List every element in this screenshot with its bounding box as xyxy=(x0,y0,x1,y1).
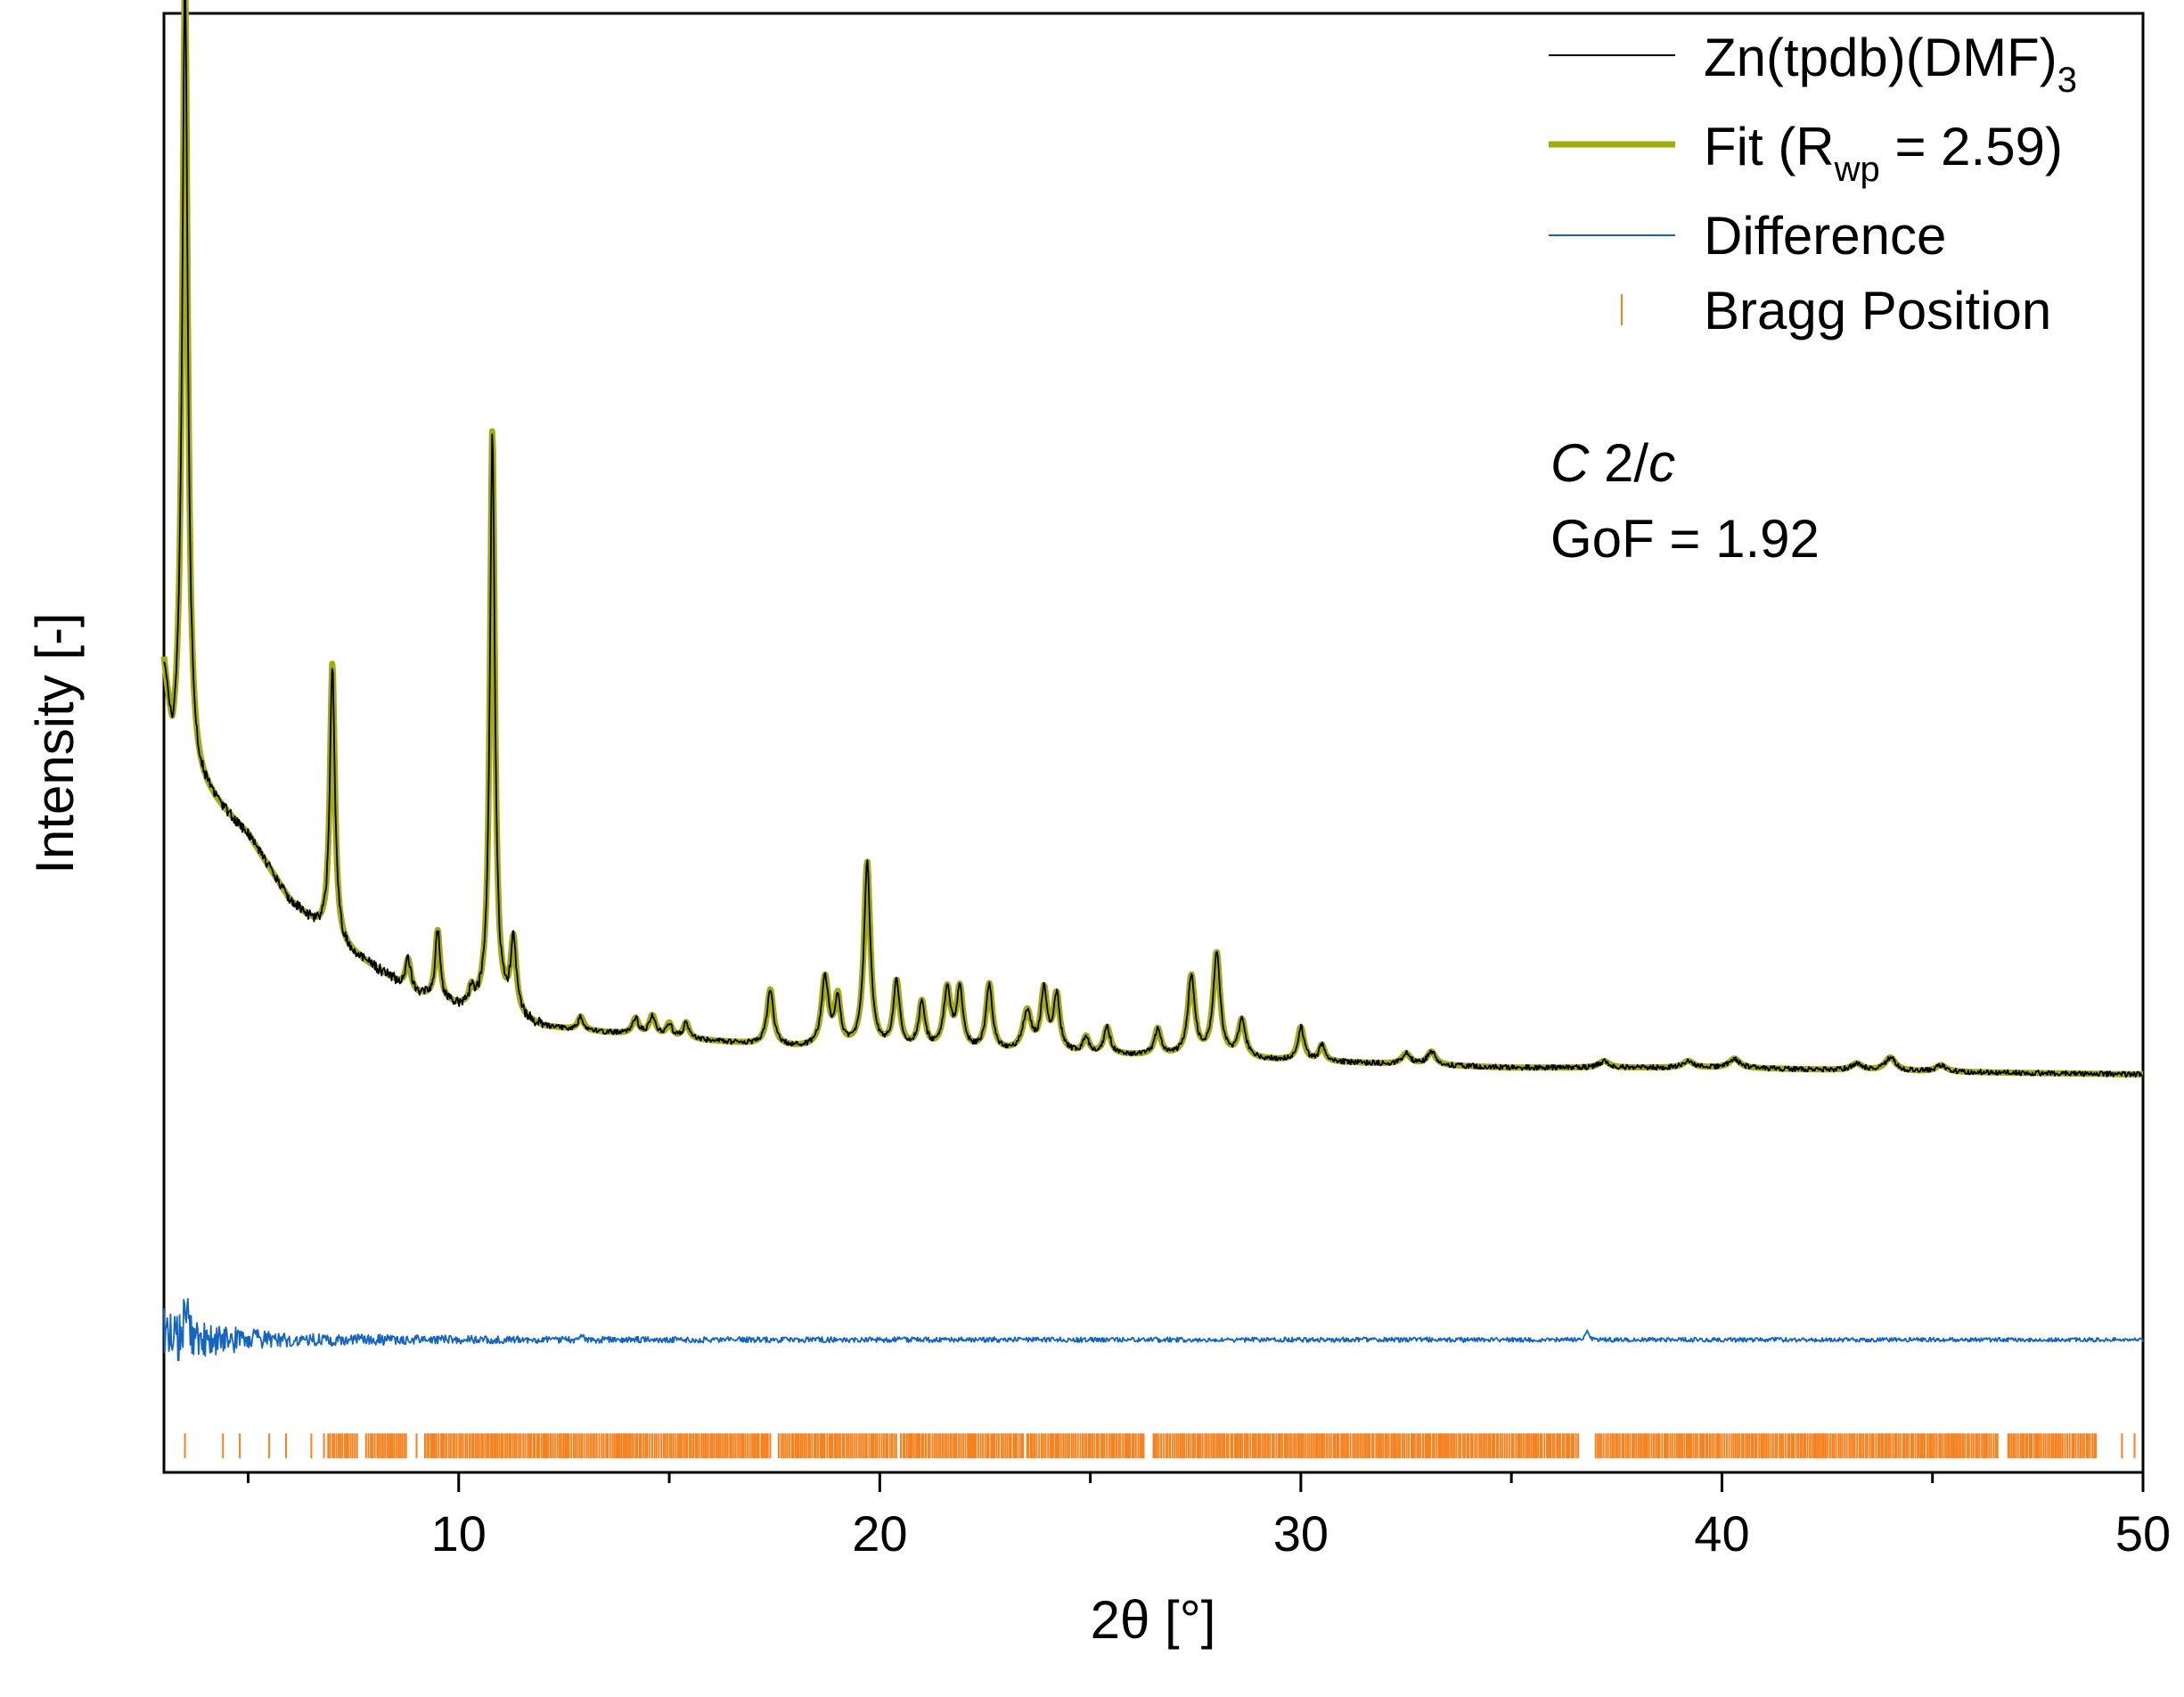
legend-label-bragg: Bragg Position xyxy=(1704,281,2051,340)
x-tick-label: 20 xyxy=(852,1505,907,1562)
gof-annotation: GoF = 1.92 xyxy=(1550,509,1820,569)
space-group-annotation: C 2/c xyxy=(1550,433,1675,493)
series-layer xyxy=(160,0,2146,1362)
observed-curve xyxy=(163,0,2144,1078)
legend-label-data: Zn(tpdb)(DMF)3 xyxy=(1704,28,2077,100)
x-axis-label: 2θ [°] xyxy=(1091,1590,1216,1650)
x-tick-label: 40 xyxy=(1694,1505,1749,1562)
legend: Zn(tpdb)(DMF)3 Fit (Rwp = 2.59) Differen… xyxy=(1549,28,2077,340)
x-tick-label: 30 xyxy=(1273,1505,1329,1562)
x-tick-label: 50 xyxy=(2115,1505,2171,1562)
legend-label-fit: Fit (Rwp = 2.59) xyxy=(1704,117,2063,189)
x-axis-ticks: 10 20 30 40 50 xyxy=(247,1472,2171,1562)
legend-label-difference: Difference xyxy=(1704,206,1946,266)
y-axis-label: Intensity [-] xyxy=(25,612,85,873)
difference-curve xyxy=(163,1298,2144,1362)
x-tick-label: 10 xyxy=(431,1505,487,1562)
plot-frame xyxy=(162,12,2145,1474)
bragg-ticks xyxy=(184,1433,2136,1459)
